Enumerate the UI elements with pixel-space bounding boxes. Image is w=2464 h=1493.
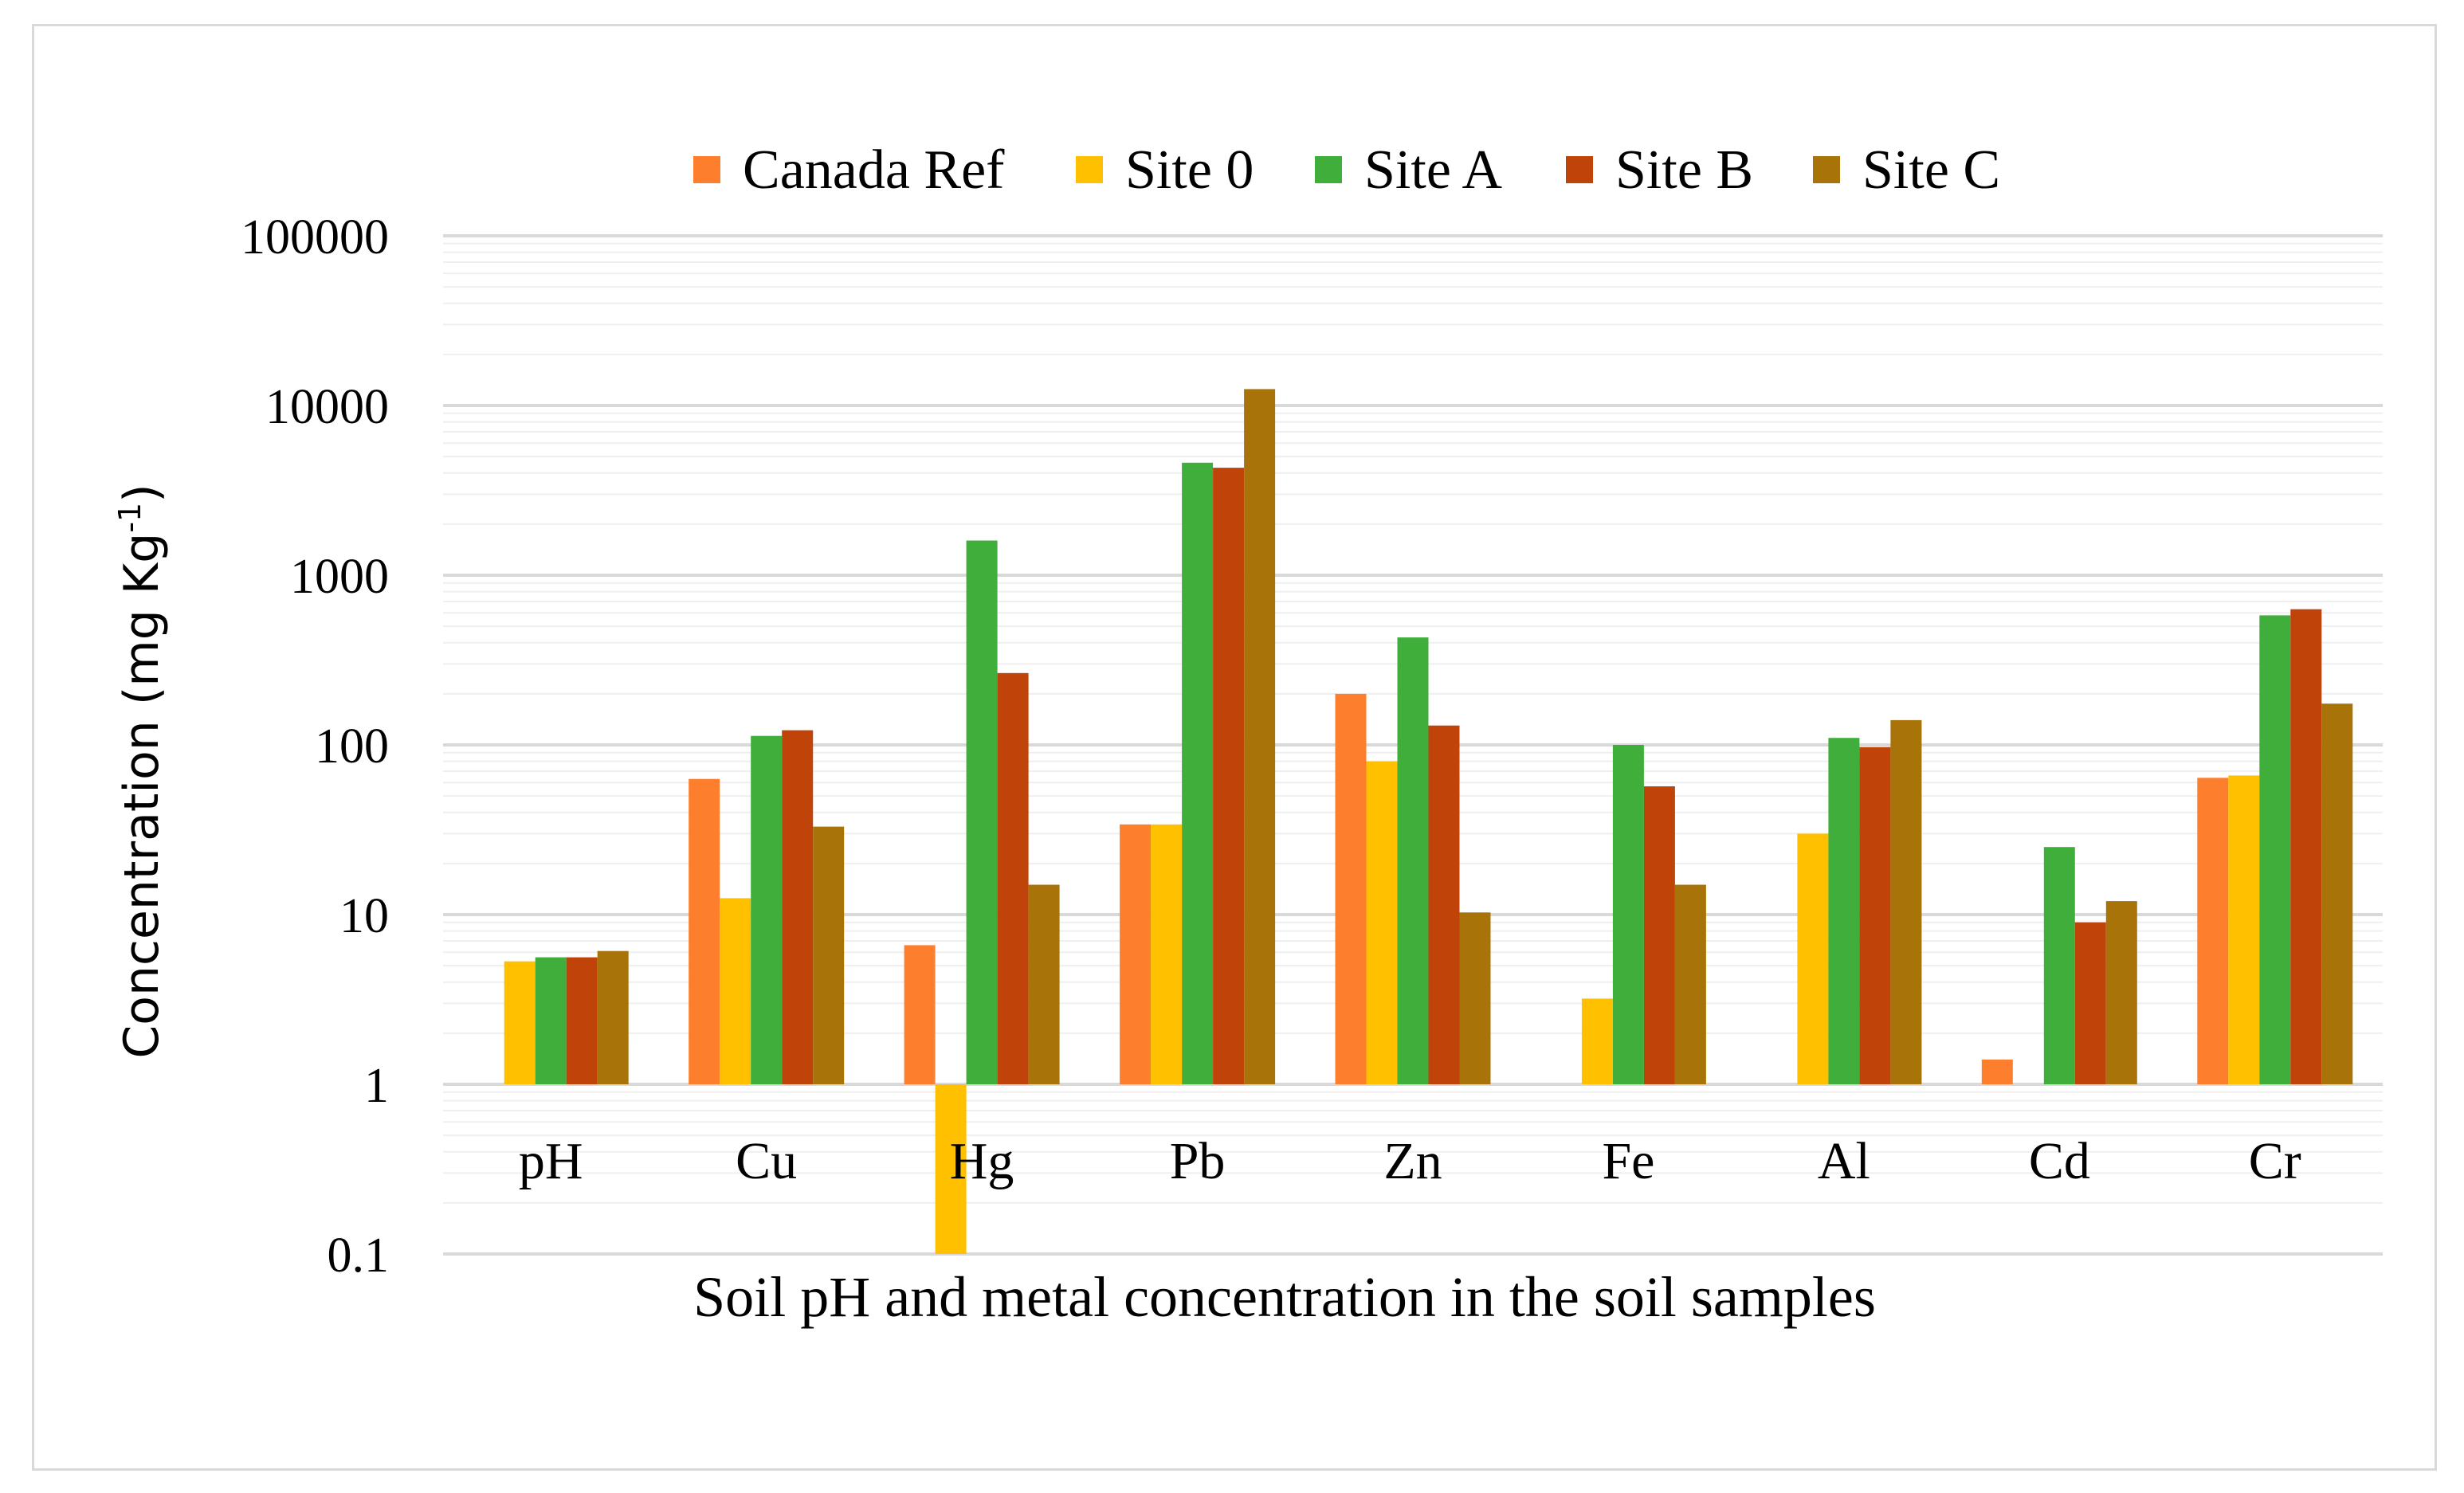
bar-site-0-fe [1581,998,1613,1084]
bar-site-b-fe [1643,786,1675,1084]
legend-label: Site 0 [1125,139,1254,201]
y-tick-label: 1000 [290,550,389,604]
y-tick-label: 0.1 [328,1228,390,1283]
bar-site-c-cd [2105,901,2137,1084]
x-axis-category-labels: pH Cu Hg Pb Zn Fe Al Cd Cr [519,1132,2301,1190]
bars [504,389,2353,1254]
bar-site-0-hg [935,1084,967,1254]
legend-label: Canada Ref [743,139,1005,201]
bar-site-c-pb [1244,389,1276,1084]
bar-site-c-hg [1028,884,1060,1084]
x-category-label: Al [1818,1132,1870,1190]
y-tick-label: 10 [339,889,389,943]
bar-site-c-ph [597,950,629,1084]
bar-site-b-pb [1213,468,1245,1084]
y-axis-label-superscript: -1 [112,503,147,533]
bar-site-0-cu [720,898,751,1084]
legend: Canada Ref Site 0 Site A Site B Site C [693,139,2000,201]
bar-site-a-cd [2043,847,2075,1084]
bar-site-0-al [1797,833,1829,1084]
bar-site-a-cr [2259,615,2291,1084]
x-category-label: Hg [950,1132,1014,1190]
bar-site-b-ph [566,957,598,1084]
x-category-label: Cu [736,1132,797,1190]
legend-label: Site A [1364,139,1503,201]
y-axis-label-main: Concentration (mg Kg [114,533,170,1059]
bar-site-c-zn [1459,912,1491,1084]
legend-swatch [1315,156,1342,183]
bar-site-0-ph [504,961,536,1084]
bar-canada-ref-hg [904,945,936,1084]
bar-site-a-cu [751,735,783,1084]
y-tick-label: 100000 [241,210,389,265]
legend-swatch [693,156,720,183]
bar-site-a-ph [535,957,567,1084]
bar-site-c-cr [2321,703,2353,1084]
bar-canada-ref-cu [689,778,720,1084]
x-axis-label: Soil pH and metal concentration in the s… [693,1265,1876,1329]
bar-site-a-zn [1397,637,1429,1084]
legend-swatch [1813,156,1840,183]
bar-site-b-cd [2074,922,2106,1084]
x-category-label: Cd [2029,1132,2090,1190]
legend-label: Site B [1615,139,1753,201]
bar-site-a-hg [966,540,998,1084]
y-axis-label: Concentration (mg Kg-1) [112,484,170,1058]
y-tick-label: 100 [315,719,389,774]
legend-swatch [1076,156,1103,183]
bar-site-0-zn [1366,761,1398,1084]
bar-site-b-cu [782,730,814,1084]
bar-site-b-cr [2290,609,2322,1084]
y-tick-label: 10000 [265,380,389,434]
bar-site-b-zn [1428,725,1460,1084]
x-category-label: pH [519,1132,583,1190]
x-category-label: Zn [1383,1132,1442,1190]
legend-label: Site C [1862,139,2000,201]
y-axis-ticks: 0.1 1 10 100 1000 10000 100000 [241,210,389,1283]
x-category-label: Fe [1602,1132,1654,1190]
x-category-label: Pb [1170,1132,1226,1190]
bar-site-a-pb [1182,462,1214,1084]
y-tick-label: 1 [364,1059,389,1113]
bar-site-0-pb [1151,824,1183,1084]
bar-site-c-al [1890,719,1922,1084]
bar-site-b-hg [997,672,1029,1084]
bar-canada-ref-cd [1981,1059,2013,1084]
bar-site-b-al [1859,746,1891,1084]
bar-canada-ref-cr [2197,778,2229,1084]
bar-site-c-cu [813,826,845,1084]
bar-site-c-fe [1674,884,1706,1084]
bar-site-0-cr [2228,775,2260,1084]
bar-site-a-fe [1612,745,1644,1084]
x-category-label: Cr [2249,1132,2301,1190]
bar-canada-ref-zn [1335,693,1367,1084]
bar-canada-ref-pb [1120,824,1152,1084]
bar-site-a-al [1828,738,1860,1084]
y-axis-label-close: ) [114,484,170,502]
legend-swatch [1566,156,1593,183]
